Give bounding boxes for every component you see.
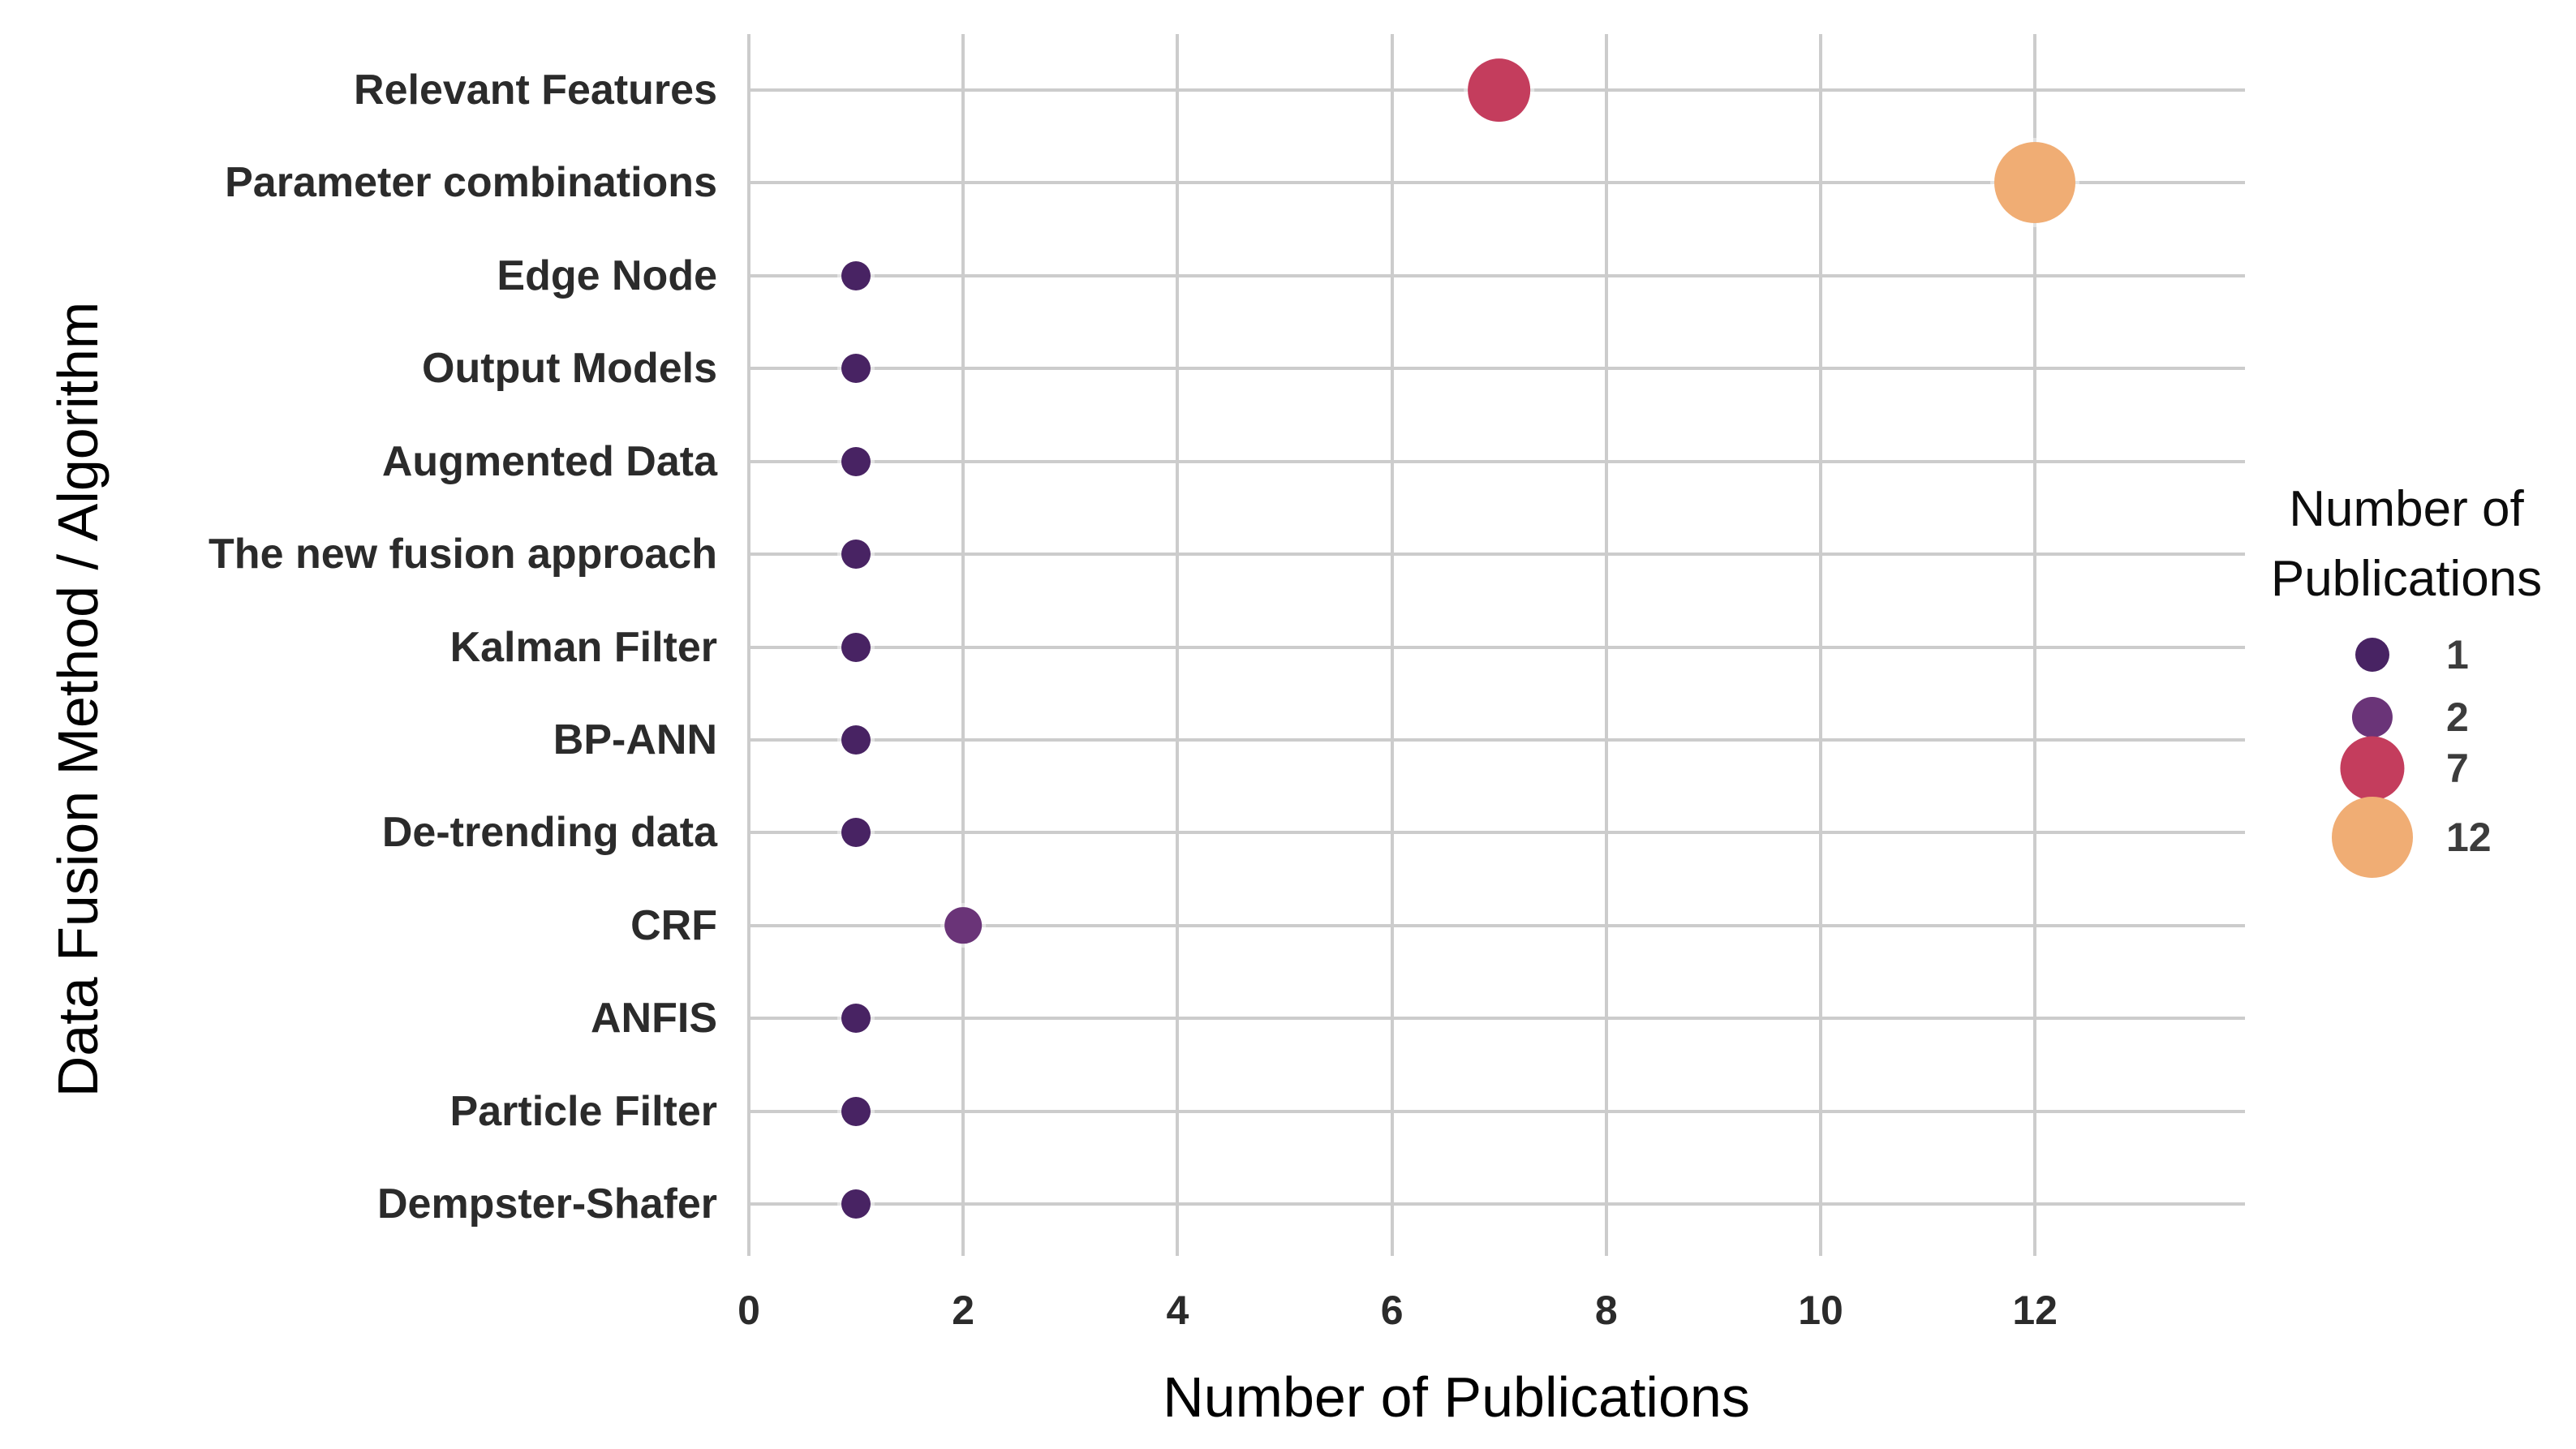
category-label: Edge Node <box>497 252 717 299</box>
legend-marker-7 <box>2340 736 2405 801</box>
x-tick-label: 12 <box>2012 1288 2058 1333</box>
category-label: Output Models <box>422 345 717 393</box>
x-gridline-8 <box>1604 34 1608 1256</box>
legend-label: 2 <box>2446 694 2469 740</box>
category-label: ANFIS <box>591 995 717 1043</box>
x-gridline-4 <box>1176 34 1180 1256</box>
x-tick-label: 0 <box>738 1288 760 1333</box>
x-gridline-2 <box>961 34 965 1256</box>
category-label: De-trending data <box>381 809 717 857</box>
legend-marker-1 <box>2355 638 2389 672</box>
y-gridline <box>749 273 2245 277</box>
data-point-the-new-fusion-approach <box>841 540 871 570</box>
x-gridline-12 <box>2033 34 2037 1256</box>
data-point-output-models <box>841 354 871 384</box>
category-label: Augmented Data <box>381 437 717 485</box>
x-gridline-0 <box>747 34 750 1256</box>
category-label: Particle Filter <box>449 1087 717 1135</box>
legend-marker-2 <box>2351 696 2393 738</box>
legend-label: 12 <box>2446 815 2492 860</box>
x-gridline-6 <box>1390 34 1394 1256</box>
y-gridline <box>749 367 2245 371</box>
data-point-parameter-combinations <box>1994 142 2076 224</box>
category-label: CRF <box>630 901 717 949</box>
y-gridline <box>749 1109 2245 1113</box>
legend-marker-12 <box>2332 797 2413 878</box>
y-gridline <box>749 645 2245 649</box>
y-gridline <box>749 553 2245 557</box>
x-gridline-10 <box>1819 34 1822 1256</box>
y-gridline <box>749 459 2245 463</box>
y-gridline <box>749 737 2245 742</box>
category-label: Relevant Features <box>354 67 717 114</box>
plot-area <box>747 34 2245 1256</box>
y-axis-title: Data Fusion Method / Algorithm <box>46 301 110 1098</box>
data-point-kalman-filter <box>841 632 871 662</box>
y-gridline <box>749 181 2245 185</box>
y-gridline <box>749 1017 2245 1021</box>
x-tick-label: 8 <box>1594 1288 1618 1333</box>
data-point-edge-node <box>841 260 871 290</box>
category-label: BP-ANN <box>553 716 717 763</box>
x-tick-label: 10 <box>1798 1288 1843 1333</box>
legend-label: 7 <box>2446 746 2469 791</box>
data-point-de-trending-data <box>841 818 871 848</box>
x-tick-label: 6 <box>1380 1288 1404 1333</box>
legend-title: Number of Publications <box>2270 481 2543 607</box>
data-point-bp-ann <box>841 724 871 755</box>
y-gridline <box>749 923 2245 927</box>
y-gridline <box>749 831 2245 835</box>
data-point-relevant-features <box>1467 58 1531 122</box>
category-label: Kalman Filter <box>449 623 717 671</box>
data-point-crf <box>944 906 983 944</box>
data-point-augmented-data <box>841 446 871 476</box>
x-tick-label: 4 <box>1166 1288 1189 1333</box>
data-point-particle-filter <box>841 1096 871 1126</box>
category-label: Parameter combinations <box>225 159 717 207</box>
y-gridline <box>749 1202 2245 1206</box>
category-label: Dempster-Shafer <box>376 1180 717 1228</box>
data-point-dempster-shafer <box>841 1189 871 1219</box>
legend-label: 1 <box>2446 632 2469 677</box>
data-point-anfis <box>841 1004 871 1034</box>
x-tick-label: 2 <box>952 1288 975 1333</box>
category-label: The new fusion approach <box>209 531 717 578</box>
x-axis-title: Number of Publications <box>1163 1365 1750 1429</box>
